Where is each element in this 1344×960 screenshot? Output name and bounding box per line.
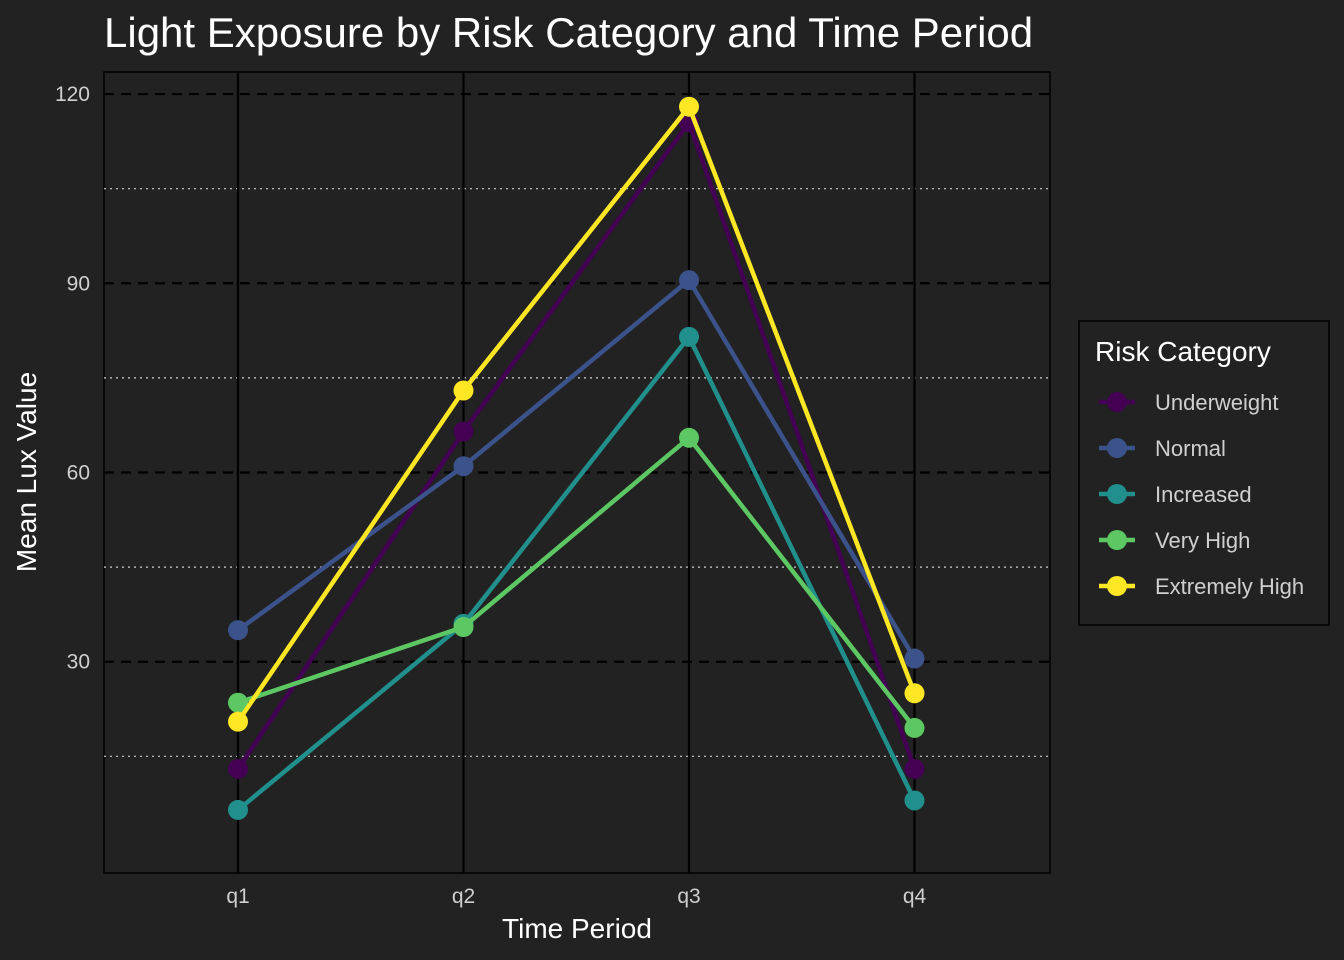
legend-key-point (1107, 438, 1127, 458)
y-tick-label: 90 (67, 272, 90, 295)
legend-item: Extremely High (1099, 574, 1304, 599)
x-tick-label: q1 (226, 885, 249, 908)
legend-label: Extremely High (1155, 574, 1304, 599)
data-point (228, 799, 248, 820)
data-point (453, 380, 474, 401)
data-point (679, 270, 699, 291)
legend-key-point (1107, 484, 1127, 504)
data-point (228, 692, 248, 713)
data-point (679, 96, 699, 117)
legend-items: Underweight Normal Increased Very High Extre… (1099, 390, 1304, 599)
legend-item: Normal (1099, 436, 1226, 461)
legend-item: Very High (1099, 528, 1250, 553)
legend-label: Normal (1155, 436, 1226, 461)
minor-gridlines (104, 188, 1050, 757)
legend-box (1078, 320, 1330, 626)
y-tick-label: 120 (55, 83, 90, 106)
x-tick-label: q4 (903, 885, 927, 908)
legend-item: Underweight (1099, 390, 1279, 415)
y-axis-title: Mean Lux Value (11, 372, 42, 572)
x-axis-title: Time Period (502, 913, 652, 944)
data-point (904, 790, 925, 811)
series-line (236, 277, 917, 660)
x-tick-labels: q1 q2 q3 q4 (226, 885, 926, 908)
series-normal (228, 270, 925, 669)
data-point (453, 456, 474, 477)
series-line (237, 435, 917, 730)
y-tick-label: 60 (67, 462, 90, 485)
series-line (236, 334, 917, 812)
series-line (236, 120, 917, 771)
legend-label: Underweight (1155, 390, 1279, 415)
legend-label: Increased (1155, 482, 1252, 507)
series-line (236, 104, 917, 723)
data-point (904, 648, 925, 669)
data-point (228, 758, 248, 779)
legend-key-point (1107, 576, 1127, 596)
legend-key-point (1107, 530, 1127, 550)
data-point (453, 421, 474, 442)
data-point (904, 683, 925, 704)
data-point (679, 326, 699, 347)
legend-title: Risk Category (1095, 336, 1271, 367)
series-very-high (228, 427, 925, 738)
data-point (679, 427, 699, 448)
data-point (228, 711, 248, 732)
legend-item: Increased (1099, 482, 1252, 507)
series-extremely-high (228, 96, 925, 732)
data-point (228, 620, 248, 641)
data-point (453, 617, 474, 638)
series-layer (228, 96, 925, 820)
chart-title: Light Exposure by Risk Category and Time… (104, 9, 1033, 56)
y-tick-label: 30 (67, 651, 90, 674)
series-underweight (228, 112, 925, 779)
data-point (904, 717, 925, 738)
x-tick-label: q3 (677, 885, 700, 908)
y-tick-labels: 30 60 90 120 (55, 83, 90, 674)
legend-label: Very High (1155, 528, 1250, 553)
x-tick-label: q2 (452, 885, 475, 908)
major-gridlines (104, 92, 1050, 663)
legend: Risk Category Underweight Normal Increased… (1078, 320, 1330, 626)
legend-key-point (1107, 392, 1127, 412)
data-point (904, 758, 925, 779)
